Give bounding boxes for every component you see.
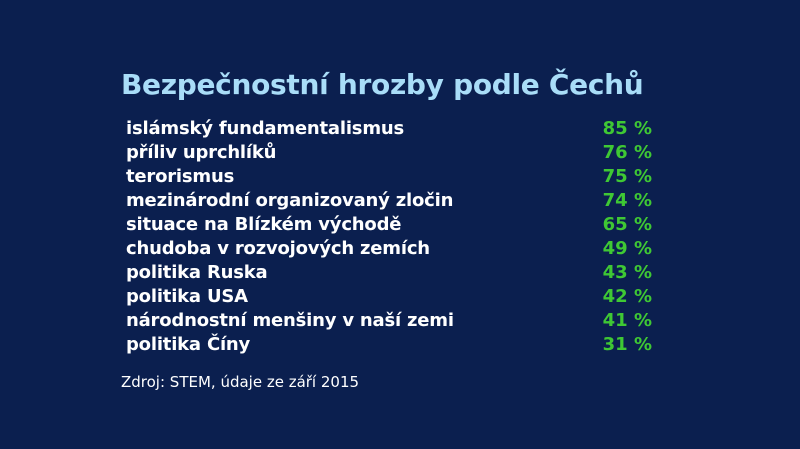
row-value: 41 %	[602, 310, 652, 331]
table-row: situace na Blízkém východě 65 %	[126, 213, 652, 237]
row-value: 31 %	[602, 334, 652, 355]
row-label: národnostní menšiny v naší zemi	[126, 310, 454, 331]
row-label: politika USA	[126, 286, 248, 307]
row-value: 65 %	[602, 214, 652, 235]
row-label: politika Ruska	[126, 262, 268, 283]
row-label: příliv uprchlíků	[126, 142, 277, 163]
source-note: Zdroj: STEM, údaje ze září 2015	[121, 373, 360, 391]
table-row: politika Ruska 43 %	[126, 261, 652, 285]
table-row: politika USA 42 %	[126, 285, 652, 309]
threat-table: islámský fundamentalismus 85 % příliv uprc…	[126, 117, 652, 357]
row-label: terorismus	[126, 166, 235, 187]
table-row: národnostní menšiny v naší zemi 41 %	[126, 309, 652, 333]
table-row: chudoba v rozvojových zemích 49 %	[126, 237, 652, 261]
row-label: mezinárodní organizovaný zločin	[126, 190, 454, 211]
row-value: 75 %	[602, 166, 652, 187]
row-value: 85 %	[602, 118, 652, 139]
row-value: 43 %	[602, 262, 652, 283]
row-label: chudoba v rozvojových zemích	[126, 238, 430, 259]
row-value: 49 %	[602, 238, 652, 259]
table-row: politika Číny 31 %	[126, 333, 652, 357]
row-value: 74 %	[602, 190, 652, 211]
row-label: politika Číny	[126, 334, 251, 355]
chart-title: Bezpečnostní hrozby podle Čechů	[121, 68, 644, 101]
row-label: islámský fundamentalismus	[126, 118, 404, 139]
table-row: terorismus 75 %	[126, 165, 652, 189]
row-label: situace na Blízkém východě	[126, 214, 402, 235]
table-row: mezinárodní organizovaný zločin 74 %	[126, 189, 652, 213]
table-row: příliv uprchlíků 76 %	[126, 141, 652, 165]
table-row: islámský fundamentalismus 85 %	[126, 117, 652, 141]
row-value: 76 %	[602, 142, 652, 163]
row-value: 42 %	[602, 286, 652, 307]
